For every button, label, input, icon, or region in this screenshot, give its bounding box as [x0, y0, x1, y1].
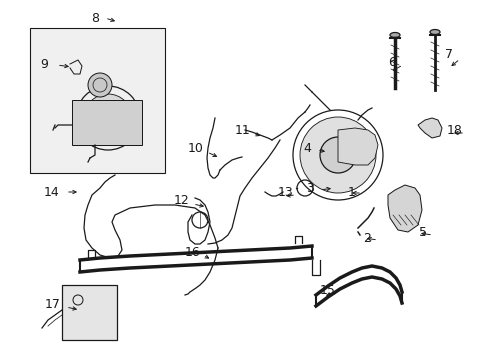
- Polygon shape: [337, 128, 377, 165]
- Text: 1: 1: [347, 185, 355, 198]
- Text: 12: 12: [174, 194, 189, 207]
- Ellipse shape: [389, 32, 399, 37]
- Text: 18: 18: [446, 123, 462, 136]
- Polygon shape: [387, 185, 421, 232]
- Text: 3: 3: [305, 181, 313, 194]
- Text: 11: 11: [235, 123, 250, 136]
- Bar: [72, 100, 142, 145]
- Bar: [30, 28, 164, 173]
- Text: 15: 15: [320, 284, 335, 297]
- Polygon shape: [417, 118, 441, 138]
- Circle shape: [88, 73, 112, 97]
- Text: 13: 13: [278, 186, 293, 199]
- Circle shape: [319, 137, 355, 173]
- Text: 14: 14: [44, 185, 60, 198]
- Text: 6: 6: [387, 55, 395, 68]
- Bar: [62, 285, 117, 340]
- Text: 10: 10: [188, 141, 203, 154]
- Text: 5: 5: [418, 225, 426, 238]
- Text: 17: 17: [45, 298, 61, 311]
- Text: 8: 8: [91, 12, 99, 24]
- Text: 2: 2: [362, 231, 370, 244]
- Ellipse shape: [429, 30, 439, 35]
- Text: 7: 7: [444, 49, 452, 62]
- Circle shape: [299, 117, 375, 193]
- Text: 9: 9: [40, 58, 48, 72]
- Text: 4: 4: [303, 141, 310, 154]
- Text: 16: 16: [185, 246, 201, 258]
- Circle shape: [84, 94, 132, 142]
